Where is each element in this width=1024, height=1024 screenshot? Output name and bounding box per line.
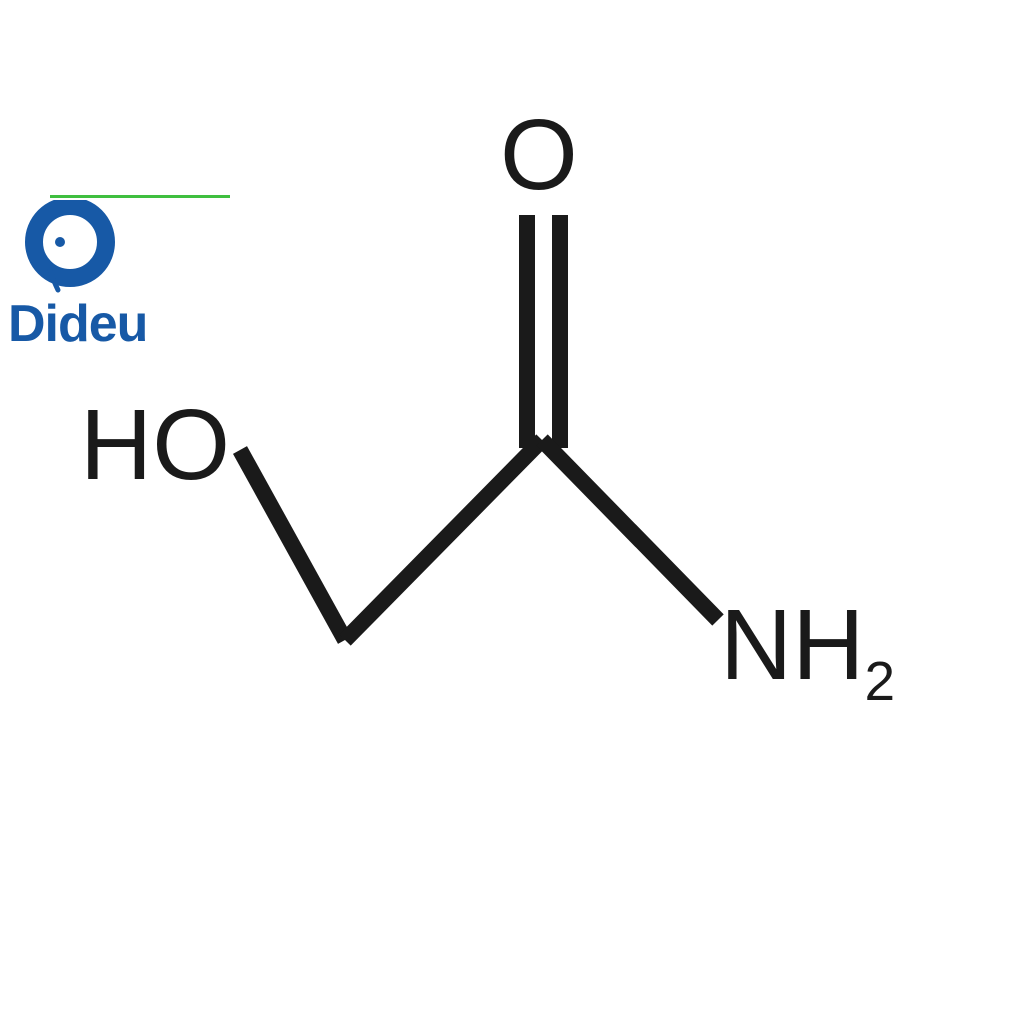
bond-ho-c	[240, 450, 345, 640]
atom-ho: HO	[80, 395, 230, 495]
atom-o: O	[500, 105, 578, 205]
atom-nh2: NH2	[720, 595, 895, 695]
brand-logo: Dideu	[8, 200, 147, 354]
atom-nh2-main: NH	[720, 589, 864, 701]
brand-logo-text: Dideu	[8, 294, 147, 354]
bond-c-c	[345, 440, 542, 640]
green-divider	[50, 195, 230, 198]
bond-c-n	[542, 440, 718, 620]
brand-logo-icon	[8, 200, 123, 295]
atom-nh2-sub: 2	[864, 650, 895, 712]
